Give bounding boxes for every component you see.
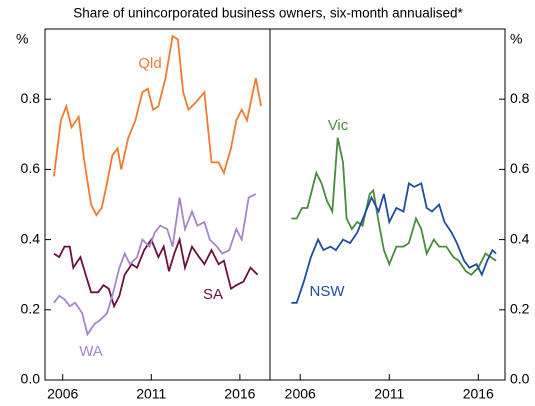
y-tick-label: 0.8	[510, 90, 530, 106]
series-label: WA	[79, 343, 103, 360]
y-tick-label: 0.2	[21, 301, 41, 317]
y-axis-label: %	[16, 31, 28, 47]
y-tick-label: 0.0	[21, 371, 41, 387]
y-tick-label: 0.6	[21, 160, 41, 176]
line-series	[53, 193, 257, 337]
y-tick-label: 0.0	[510, 371, 530, 387]
line-series	[53, 236, 259, 309]
y-tick-label: 0.4	[510, 230, 530, 246]
series-label: NSW	[310, 283, 346, 300]
y-tick-label: 0.2	[510, 301, 530, 317]
x-tick-label: 2011	[136, 386, 166, 402]
y-tick-label: 0.6	[510, 160, 530, 176]
chart-subtitle: Share of unincorporated business owners,…	[73, 6, 463, 21]
line-series	[291, 137, 497, 276]
x-tick-label: 2006	[47, 386, 78, 402]
x-tick-label: 2016	[224, 386, 255, 402]
line-series	[291, 181, 497, 304]
series-label: SA	[203, 286, 223, 303]
x-tick-label: 2016	[463, 386, 494, 402]
series-label: Qld	[138, 55, 161, 72]
x-tick-label: 2006	[285, 386, 316, 402]
series-label: Vic	[328, 117, 349, 134]
y-tick-label: 0.4	[21, 230, 41, 246]
line-series	[53, 34, 262, 217]
x-tick-label: 2011	[374, 386, 404, 402]
y-tick-label: 0.8	[21, 90, 41, 106]
y-axis-label: %	[510, 31, 522, 47]
plot-frame	[44, 28, 506, 381]
